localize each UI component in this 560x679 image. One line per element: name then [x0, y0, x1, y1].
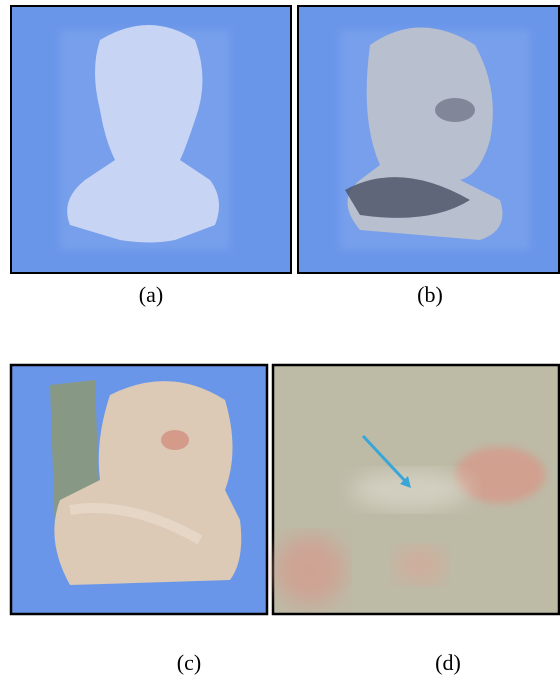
panel-b	[297, 5, 560, 274]
caption: (d)	[435, 650, 461, 675]
caption: (a)	[139, 282, 163, 307]
caption: (c)	[177, 650, 201, 675]
caption: (b)	[417, 282, 443, 307]
panel-d	[271, 363, 560, 616]
panel-c	[9, 363, 269, 616]
panel-a	[10, 5, 292, 274]
